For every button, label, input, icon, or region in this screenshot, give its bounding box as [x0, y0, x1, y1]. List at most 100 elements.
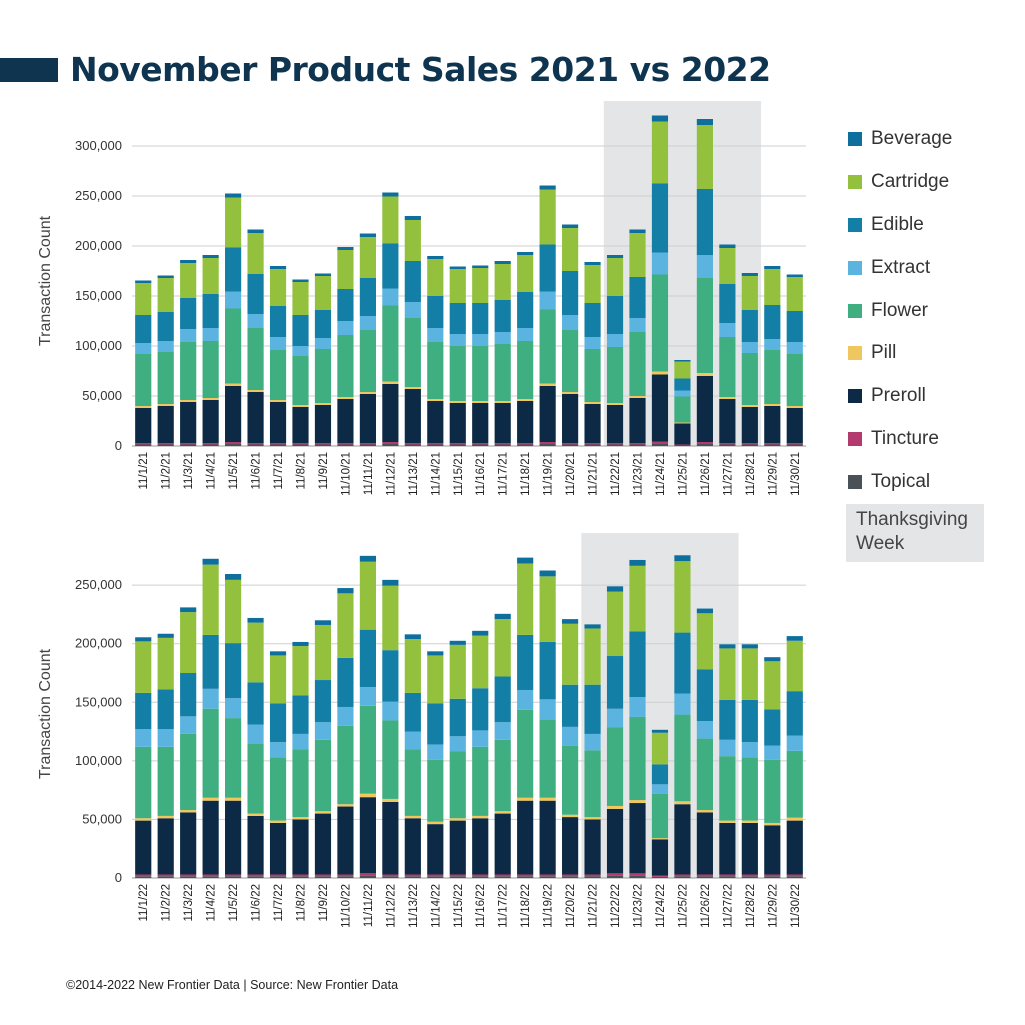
bar-segment-edible: [359, 629, 376, 688]
bar-segment-flower: [764, 759, 781, 823]
bar-segment-edible: [359, 278, 376, 316]
bar-segment-tincture: [314, 443, 332, 445]
bar-segment-preroll: [741, 407, 758, 443]
bar-segment-flower: [449, 751, 466, 819]
y-tick-label: 250,000: [75, 577, 122, 592]
bar-segment-pill: [404, 387, 421, 389]
bar-segment-beverage: [202, 255, 219, 258]
bar-segment-tincture: [382, 874, 399, 877]
bar-segment-tincture: [225, 442, 242, 444]
bar-segment-pill: [494, 811, 511, 814]
bar-segment-extract: [292, 733, 309, 750]
bar-segment-edible: [696, 189, 713, 255]
bar-segment-extract: [764, 745, 781, 760]
bar-segment-topical: [651, 444, 669, 446]
bar-segment-pill: [157, 815, 174, 819]
legend-item-flower: Flower: [848, 289, 1018, 332]
bar-segment-pill: [382, 381, 399, 384]
bar-segment-cartridge: [719, 648, 736, 700]
bar-segment-beverage: [314, 620, 332, 625]
bar-segment-beverage: [225, 574, 242, 580]
x-tick-label: 11/28/21: [745, 452, 757, 496]
bar-segment-preroll: [696, 376, 713, 442]
bar-segment-extract: [404, 302, 421, 318]
bar-segment-cartridge: [225, 579, 242, 644]
x-tick-label: 11/8/21: [296, 452, 308, 490]
bar-segment-extract: [292, 346, 309, 356]
bar-segment-pill: [764, 822, 781, 826]
bar-segment-topical: [584, 876, 601, 878]
bar-segment-preroll: [539, 800, 556, 875]
bar-segment-beverage: [741, 644, 758, 649]
bar-segment-extract: [764, 339, 781, 350]
bar-segment-pill: [404, 815, 421, 819]
x-tick-label: 11/21/21: [588, 452, 600, 496]
bar-segment-flower: [539, 719, 556, 798]
bar-segment-cartridge: [562, 228, 579, 271]
bar-segment-extract: [562, 726, 579, 746]
bar-segment-topical: [674, 445, 691, 446]
bar-segment-tincture: [629, 873, 646, 876]
bar-segment-flower: [584, 750, 601, 818]
bar-segment-edible: [247, 274, 264, 314]
bar-segment-cartridge: [741, 648, 758, 700]
bar-segment-edible: [202, 634, 219, 689]
bar-segment-edible: [674, 378, 691, 391]
bar-segment-preroll: [674, 804, 691, 875]
bar-segment-beverage: [696, 119, 713, 125]
legend-item-cartridge: Cartridge: [848, 161, 1018, 204]
bar-segment-edible: [157, 312, 174, 341]
bar-segment-edible: [337, 289, 354, 321]
y-tick-label: 200,000: [75, 238, 122, 253]
bar-segment-cartridge: [584, 628, 601, 685]
x-tick-label: 11/1/22: [138, 884, 150, 922]
bar-segment-preroll: [674, 423, 691, 445]
bar-segment-preroll: [651, 839, 669, 876]
x-tick-label: 11/16/22: [475, 884, 487, 928]
bar-segment-tincture: [449, 874, 466, 877]
bar-segment-preroll: [247, 392, 264, 443]
bar-segment-preroll: [404, 389, 421, 443]
bar-segment-extract: [651, 252, 669, 275]
bar-segment-cartridge: [404, 220, 421, 261]
bar-segment-beverage: [269, 266, 287, 269]
bar-segment-flower: [404, 749, 421, 816]
bar-segment-pill: [584, 402, 601, 404]
bar-segment-extract: [225, 698, 242, 719]
bar-segment-topical: [247, 876, 264, 878]
bar-segment-topical: [404, 444, 421, 446]
bar-segment-cartridge: [606, 258, 624, 296]
bar-segment-cartridge: [584, 265, 601, 303]
bar-segment-edible: [269, 703, 287, 743]
bar-segment-cartridge: [539, 189, 556, 245]
bar-segment-edible: [404, 692, 421, 732]
bar-segment-flower: [157, 352, 174, 404]
bar-segment-pill: [292, 405, 309, 407]
bar-segment-pill: [606, 403, 624, 405]
bar-segment-preroll: [269, 822, 287, 875]
bar-segment-cartridge: [337, 593, 354, 658]
bar-segment-edible: [606, 656, 624, 709]
bar-segment-tincture: [494, 874, 511, 877]
bar-segment-pill: [517, 797, 534, 801]
y-axis-title: Transaction Count: [37, 215, 54, 346]
bar-segment-extract: [337, 321, 354, 335]
bar-segment-cartridge: [427, 655, 444, 704]
bar-segment-extract: [719, 739, 736, 757]
bar-segment-tincture: [764, 443, 781, 445]
bar-segment-preroll: [135, 820, 152, 875]
bar-segment-pill: [472, 815, 489, 819]
legend-label: Extract: [871, 256, 931, 278]
x-tick-label: 11/27/22: [722, 884, 734, 928]
bar-segment-topical: [606, 875, 624, 878]
bar-segment-cartridge: [696, 125, 713, 189]
x-tick-label: 11/14/21: [430, 452, 442, 496]
legend-highlight-label: Thanksgiving Week: [856, 509, 968, 554]
bar-segment-cartridge: [225, 197, 242, 248]
bar-segment-cartridge: [741, 276, 758, 310]
bar-segment-beverage: [292, 641, 309, 647]
bar-segment-flower: [741, 757, 758, 821]
x-tick-label: 11/11/21: [363, 452, 375, 495]
bar-segment-extract: [337, 706, 354, 726]
bar-segment-preroll: [629, 803, 646, 874]
